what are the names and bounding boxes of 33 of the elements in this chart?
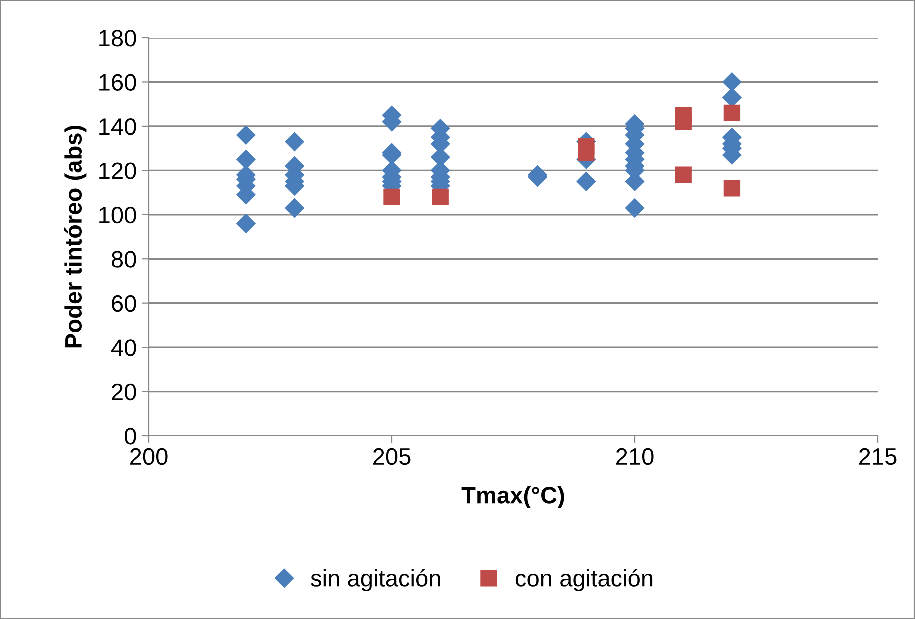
y-tick-label: 140 xyxy=(100,118,136,136)
point xyxy=(578,144,595,162)
y-tick-label: 20 xyxy=(112,384,136,401)
y-tick-label: 180 xyxy=(100,30,136,47)
point xyxy=(675,114,692,130)
point xyxy=(724,180,741,197)
point xyxy=(285,132,304,152)
x-tick-label: 210 xyxy=(616,448,654,466)
legend-label: con agitación xyxy=(516,569,653,592)
y-tick-label: 100 xyxy=(100,206,136,224)
y-tick-label: 40 xyxy=(111,340,136,356)
point xyxy=(236,214,256,234)
y-tick-label: 160 xyxy=(100,74,136,92)
x-tick-label: 200 xyxy=(130,448,168,466)
x-tick-label: 205 xyxy=(373,448,411,466)
x-axis-title: Tmax(°C) xyxy=(462,486,564,508)
y-tick-label: 60 xyxy=(112,295,136,312)
point xyxy=(675,166,692,184)
y-axis-title: Poder tintóreo (abs) xyxy=(64,126,87,348)
point xyxy=(236,126,256,145)
y-tick-label: 80 xyxy=(112,251,136,268)
point xyxy=(432,188,449,206)
point xyxy=(724,104,741,122)
point xyxy=(576,172,596,192)
point xyxy=(285,198,304,218)
point xyxy=(384,188,400,206)
legend-label: sin agitación xyxy=(311,569,440,592)
y-tick-label: 0 xyxy=(124,428,136,445)
point xyxy=(236,150,256,170)
point xyxy=(722,72,742,92)
y-tick-label: 120 xyxy=(100,162,136,180)
point xyxy=(625,198,645,218)
x-tick-label: 215 xyxy=(859,448,897,466)
